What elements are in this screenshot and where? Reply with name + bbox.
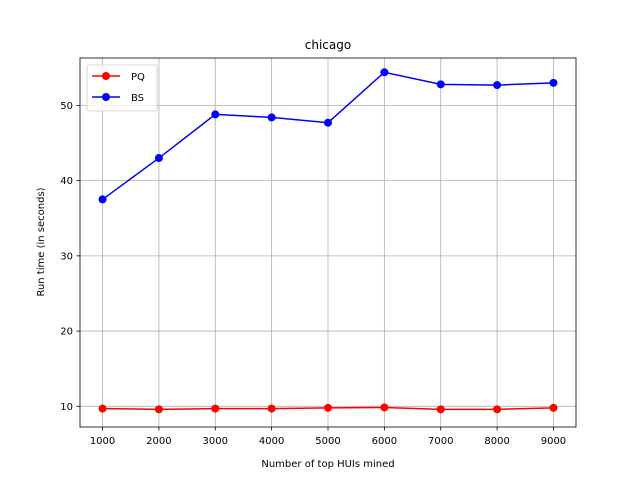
data-point-bs <box>98 195 107 204</box>
x-tick-label: 6000 <box>372 436 397 447</box>
y-tick-label: 10 <box>60 402 73 413</box>
data-point-bs <box>549 78 558 87</box>
x-tick-label: 3000 <box>203 436 228 447</box>
x-axis: 1000 2000 3000 4000 5000 6000 7000 8000 9000 <box>90 427 566 447</box>
y-axis-label: Run time (in seconds) <box>36 187 47 296</box>
y-tick-label: 50 <box>60 101 73 112</box>
data-point-bs <box>267 113 276 122</box>
legend-marker-pq <box>102 72 110 80</box>
x-tick-label: 5000 <box>315 436 340 447</box>
data-point-bs <box>211 110 220 119</box>
x-axis-label: Number of top HUIs mined <box>261 459 394 470</box>
y-axis: 10 20 30 40 50 <box>60 101 80 413</box>
data-point-pq <box>98 404 107 413</box>
data-point-pq <box>211 404 220 413</box>
data-point-bs <box>493 81 502 90</box>
legend-marker-bs <box>102 93 110 101</box>
chart-title: chicago <box>305 38 351 52</box>
y-tick-label: 40 <box>60 176 73 187</box>
data-point-bs <box>154 154 163 163</box>
data-point-pq <box>154 405 163 414</box>
y-tick-label: 30 <box>60 251 73 262</box>
legend: PQ BS <box>86 64 158 112</box>
data-point-bs <box>324 118 332 127</box>
data-point-pq <box>324 403 332 412</box>
data-point-bs <box>436 80 445 89</box>
series-layer <box>98 68 558 414</box>
data-point-pq <box>493 405 502 414</box>
x-tick-label: 7000 <box>428 436 453 447</box>
y-tick-label: 20 <box>60 327 73 338</box>
data-point-pq <box>380 403 389 412</box>
x-tick-label: 1000 <box>90 436 115 447</box>
data-point-pq <box>436 405 445 414</box>
x-tick-label: 9000 <box>541 436 566 447</box>
data-point-pq <box>267 404 276 413</box>
x-tick-label: 8000 <box>484 436 509 447</box>
data-point-bs <box>380 68 389 77</box>
legend-label-pq: PQ <box>131 72 145 83</box>
legend-box <box>86 64 158 112</box>
legend-label-bs: BS <box>131 93 144 104</box>
x-tick-label: 2000 <box>146 436 171 447</box>
data-point-pq <box>549 403 558 412</box>
x-tick-label: 4000 <box>259 436 284 447</box>
